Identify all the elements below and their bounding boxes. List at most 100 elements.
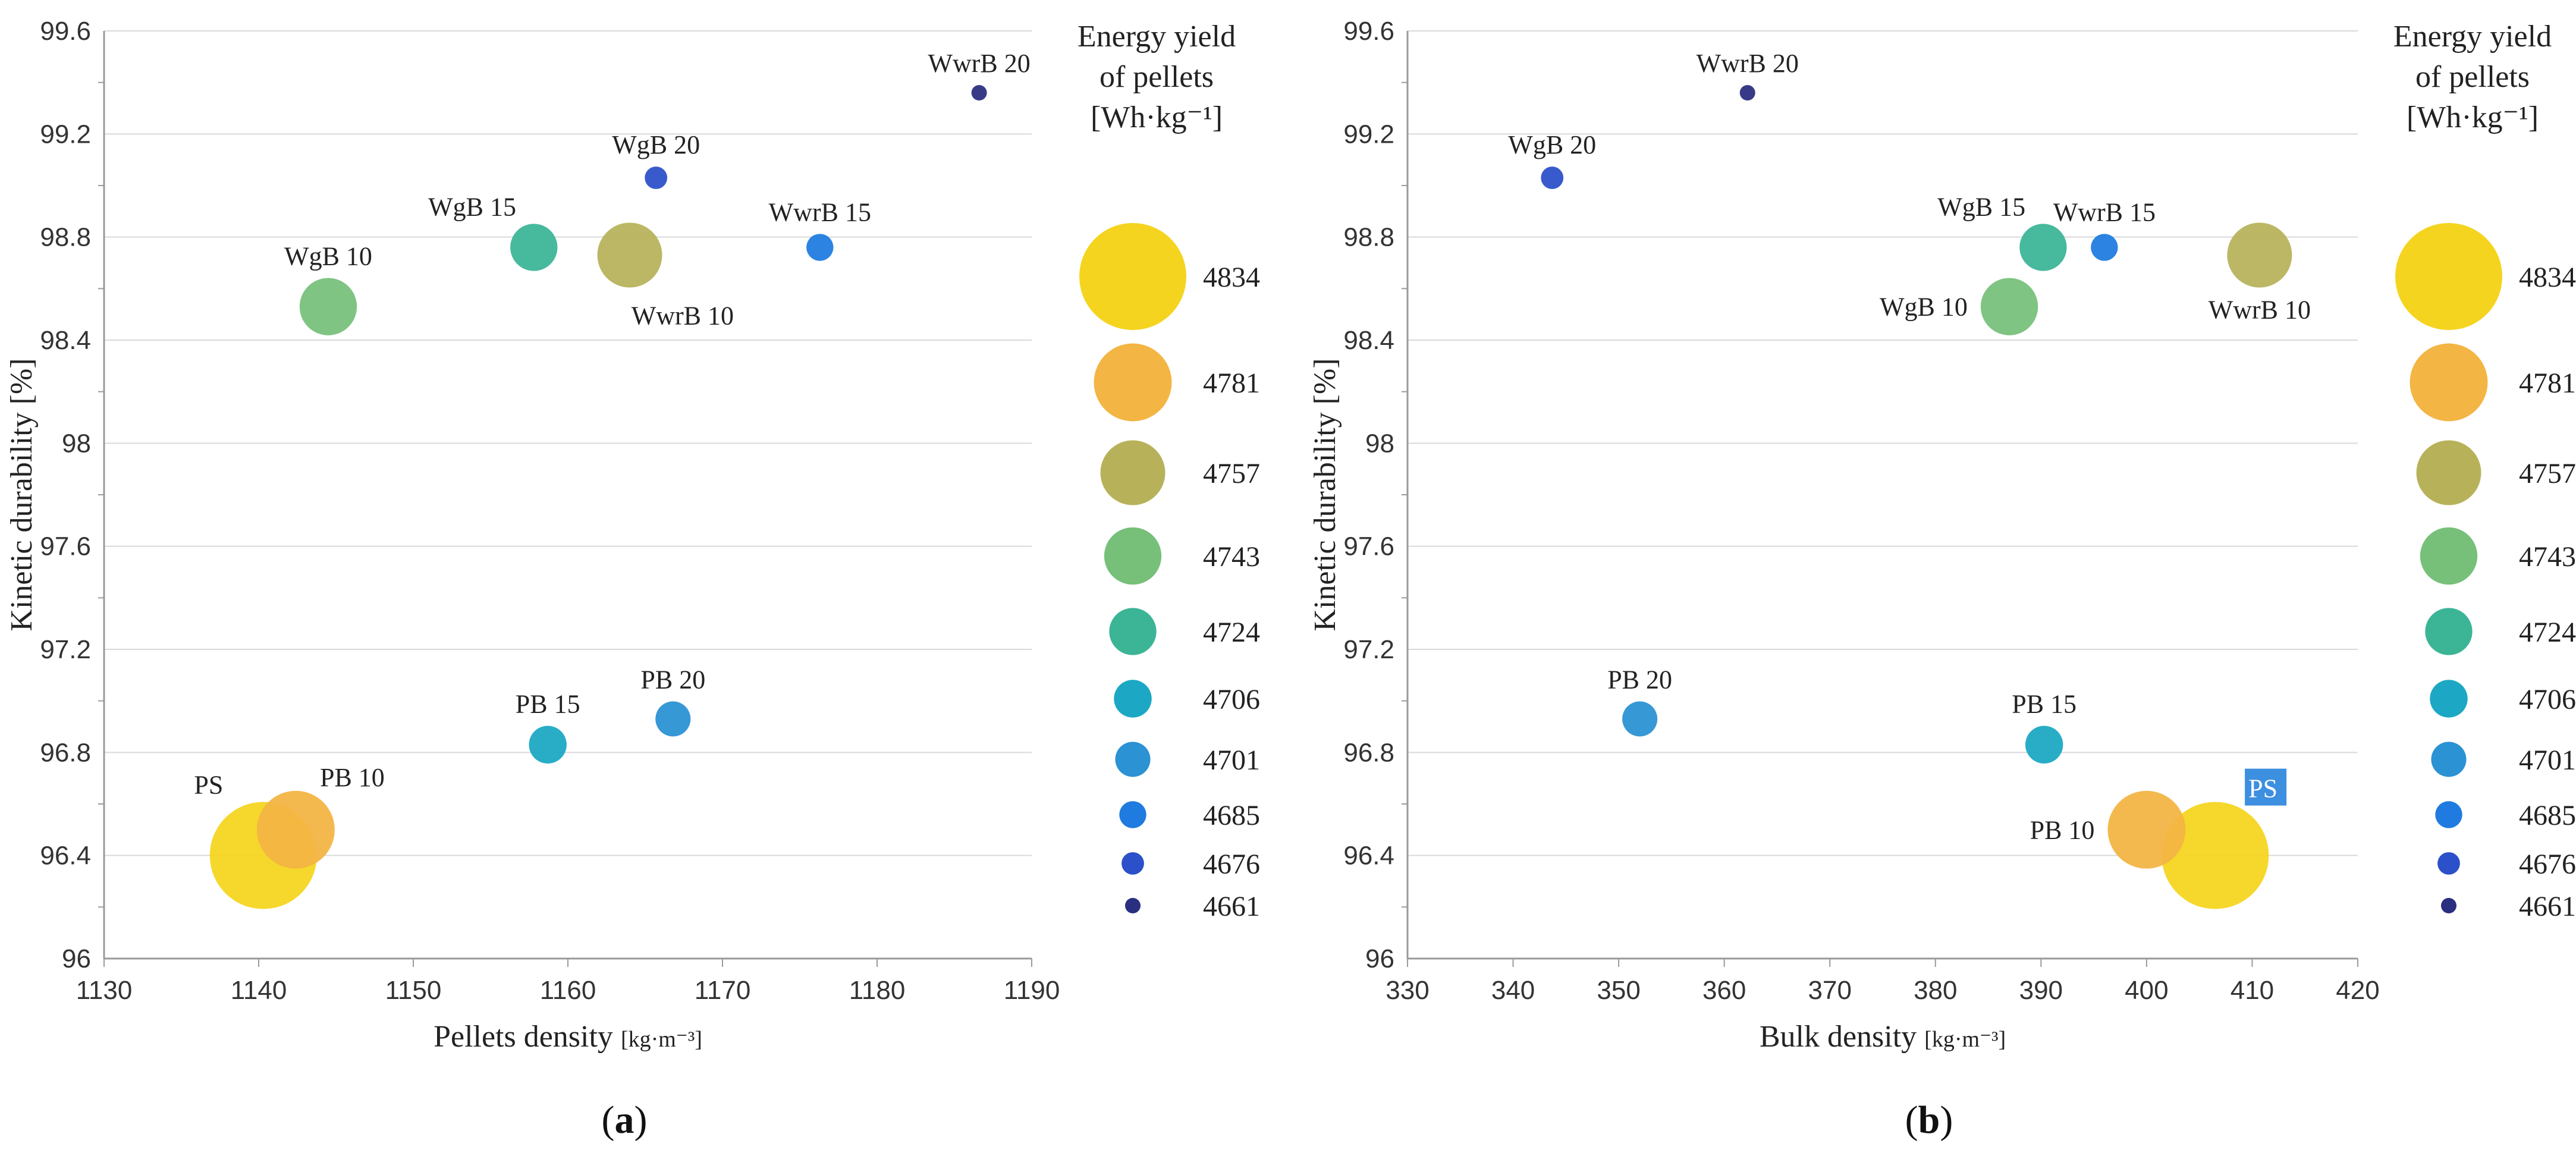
panel-b-scatter-chart: 96 96.4 96.8 97.2 97.6 98 98.4 98.8 99.2 99.6 330 3…	[1308, 17, 2380, 1142]
panel-b-y-tick-label: 98.8	[1343, 223, 1394, 252]
panel-a-x-tick-label: 1180	[849, 976, 906, 1005]
panel-a-label-wgb-15: WgB 15	[428, 192, 516, 221]
panel-b-y-tick-label: 96.4	[1343, 841, 1394, 871]
panel-b-x-axis-title-text: Bulk density	[1760, 1020, 1924, 1054]
panel-a-label-ps: PS	[194, 771, 223, 800]
panel-a-y-axis-title: Kinetic durability [%]	[5, 358, 39, 631]
panel-a-y-tick-label: 97.2	[40, 635, 91, 664]
panel-b-legend-value-4781: 4781	[2519, 367, 2576, 399]
panel-b-legend-swatch-4743	[2420, 527, 2478, 585]
panel-b-bubble-wgb-20	[1541, 166, 1564, 189]
panel-b-bubble-wwrb-20	[1739, 85, 1755, 100]
panel-b-bubble-wgb-15	[2019, 224, 2067, 271]
panel-a-legend-swatch-4757	[1100, 440, 1166, 505]
panel-b-label-pb-10: PB 10	[2030, 815, 2095, 844]
panel-a-x-tick-label: 1140	[231, 976, 287, 1005]
panel-b-y-tick-label: 99.2	[1343, 120, 1394, 149]
panel-a-bubble-wgb-10	[299, 278, 357, 335]
panel-a-label-wgb-10: WgB 10	[284, 242, 372, 271]
panel-b-legend-value-4685: 4685	[2519, 800, 2576, 831]
panel-a-legend-value-4781: 4781	[1203, 367, 1260, 399]
panel-b-legend-value-4724: 4724	[2519, 617, 2576, 648]
panel-b-y-tick-label: 97.2	[1343, 635, 1394, 664]
panel-a-bubble-wwrb-15	[806, 234, 834, 261]
panel-b-legend-title-line: [Wh·kg⁻¹]	[2407, 100, 2539, 134]
panel-b-legend-swatch-4834	[2395, 223, 2502, 330]
panel-a-legend-swatch-4724	[1109, 608, 1157, 655]
panel-a-y-tick-label: 97.6	[40, 532, 91, 561]
panel-b-legend-value-4701: 4701	[2519, 744, 2576, 776]
panel-b-label-ps: PS	[2248, 774, 2277, 803]
panel-a-legend-title-line: Energy yield	[1077, 20, 1236, 54]
panel-b-legend-swatch-4661	[2441, 898, 2456, 913]
panel-a-bubble-pb-15	[529, 725, 567, 764]
panel-b-y-tick-label: 96.8	[1343, 738, 1394, 767]
panel-b-caption: (b)	[1905, 1098, 1953, 1142]
panel-a-caption: (a)	[602, 1098, 648, 1142]
panel-b-x-tick-label: 390	[2019, 976, 2063, 1005]
panel-a-legend-value-4743: 4743	[1203, 541, 1260, 573]
panel-b-legend-swatch-4781	[2409, 343, 2488, 422]
panel-b-caption-close: )	[1940, 1098, 1953, 1142]
panel-b-legend-swatch-4724	[2425, 608, 2473, 655]
panel-a-label-wwrb-20: WwrB 20	[928, 49, 1030, 78]
panel-b-x-tick-label: 330	[1386, 976, 1429, 1005]
panel-a-bubble-wwrb-10	[597, 222, 662, 288]
panel-a-legend-value-4661: 4661	[1203, 891, 1260, 922]
panel-b-x-axis-title: Bulk density [kg·m⁻³]	[1760, 1020, 2006, 1054]
panel-b-legend-value-4743: 4743	[2519, 541, 2576, 573]
panel-a-legend-title-line: [Wh·kg⁻¹]	[1091, 100, 1223, 134]
panel-a-caption-letter: a	[615, 1098, 634, 1142]
panel-a-label-pb-15: PB 15	[516, 690, 580, 719]
panel-a-y-tick-label: 99.2	[40, 120, 91, 149]
panel-b-y-tick-label: 99.6	[1343, 17, 1394, 46]
panel-b-caption-open: (	[1905, 1098, 1918, 1142]
panel-b-label-wgb-10: WgB 10	[1880, 293, 1968, 322]
panel-a-y-tick-label: 96.8	[40, 738, 91, 767]
panel-b-y-tick-label: 98	[1365, 429, 1394, 458]
panel-b-bubble-ps	[2162, 802, 2269, 909]
panel-a-legend-value-4685: 4685	[1203, 800, 1260, 831]
panel-a-legend-swatch-4701	[1115, 742, 1151, 777]
panel-a-label-wgb-20: WgB 20	[612, 130, 700, 159]
panel-a-x-tick-label: 1190	[1004, 976, 1060, 1005]
panel-b-legend-swatch-4757	[2416, 440, 2481, 505]
panel-b-bubble-pb-20	[1622, 701, 1658, 737]
panel-b-x-tick-label: 410	[2231, 976, 2274, 1005]
panel-b-legend-swatch-4706	[2430, 680, 2468, 718]
panel-a-x-axis-unit: [kg·m⁻³]	[621, 1027, 702, 1052]
panel-a-x-axis-title-text: Pellets density	[433, 1020, 621, 1054]
panel-a-legend-swatch-4743	[1104, 527, 1162, 585]
panel-a-y-tick-label: 98.8	[40, 223, 91, 252]
panel-a-y-tick-label: 96.4	[40, 841, 91, 871]
panel-b-legend-swatch-4676	[2437, 852, 2460, 875]
panel-a-legend-swatch-4834	[1079, 223, 1186, 330]
panel-b-label-wwrb-15: WwrB 15	[2053, 197, 2156, 227]
panel-a-label-pb-10: PB 10	[320, 763, 385, 792]
panel-b-x-tick-label: 370	[1808, 976, 1852, 1005]
panel-a-bubble-pb-10	[256, 790, 335, 869]
panel-a-legend-swatch-4706	[1114, 680, 1152, 718]
panel-b-x-tick-label: 360	[1702, 976, 1746, 1005]
panel-b-caption-letter: b	[1918, 1098, 1940, 1142]
panel-a-x-tick-label: 1150	[385, 976, 442, 1005]
panel-b-bubble-pb-10	[2107, 790, 2186, 869]
panel-a-legend-value-4834: 4834	[1203, 262, 1260, 293]
panel-b-x-tick-label: 340	[1491, 976, 1535, 1005]
panel-b-y-tick-label: 98.4	[1343, 326, 1394, 355]
panel-b-legend-title-line: Energy yield	[2393, 20, 2552, 54]
panel-b-y-tick-label: 96	[1365, 944, 1394, 973]
panel-a-x-tick-label: 1130	[76, 976, 133, 1005]
panel-a-x-tick-label: 1160	[540, 976, 596, 1005]
panel-b-bubble-pb-15	[2025, 725, 2063, 764]
panel-a-caption-open: (	[602, 1098, 615, 1142]
panel-b-label-pb-20: PB 20	[1607, 665, 1672, 694]
panel-a-bubble-pb-20	[655, 701, 691, 737]
panel-b-x-tick-label: 380	[1914, 976, 1957, 1005]
panel-a-label-wwrb-15: WwrB 15	[769, 197, 871, 227]
panel-a-y-tick-label: 98.4	[40, 326, 91, 355]
panel-a-y-tick-label: 96	[62, 944, 91, 973]
panel-b-legend-value-4834: 4834	[2519, 262, 2576, 293]
panel-b-label-wgb-20: WgB 20	[1508, 130, 1596, 159]
